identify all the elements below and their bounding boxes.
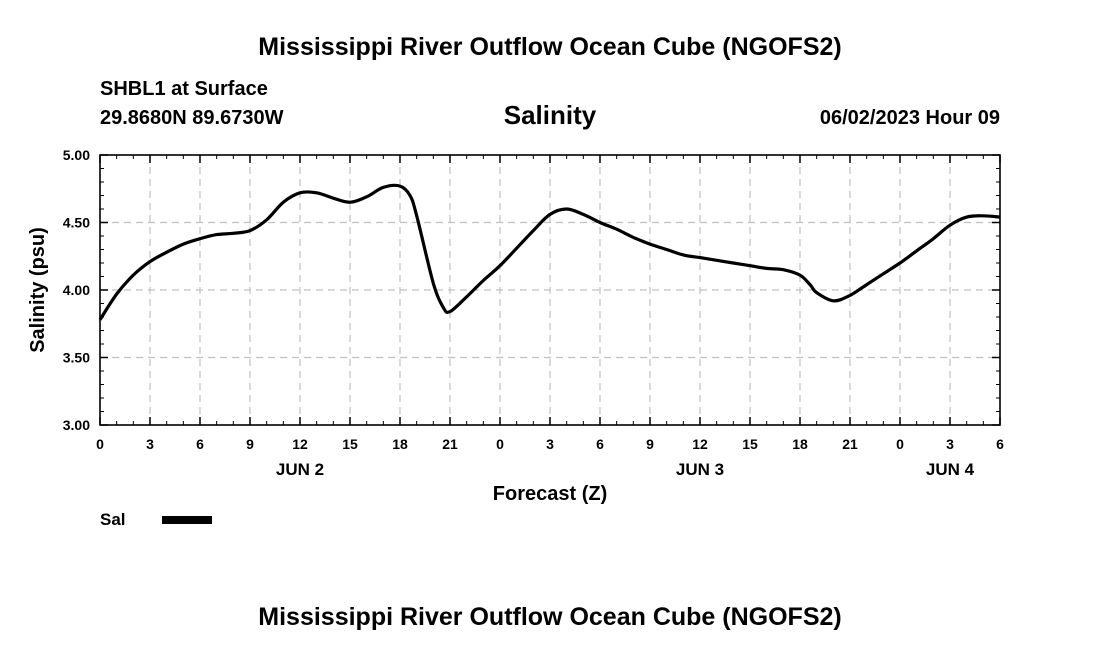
series-line-sal — [98, 183, 1001, 321]
x-tick-label: 15 — [742, 436, 758, 452]
day-label: JUN 4 — [926, 460, 975, 479]
series-lines — [98, 183, 1001, 321]
x-tick-label: 9 — [646, 436, 654, 452]
x-tick-label: 6 — [596, 436, 604, 452]
x-tick-label: 3 — [946, 436, 954, 452]
y-tick-label: 5.00 — [63, 147, 90, 163]
x-tick-label: 0 — [96, 436, 104, 452]
y-tick-label: 4.00 — [63, 282, 90, 298]
x-tick-label: 21 — [842, 436, 858, 452]
x-tick-label: 21 — [442, 436, 458, 452]
plot-frame — [99, 154, 1001, 426]
y-tick-label: 4.50 — [63, 215, 90, 231]
y-tick-label: 3.00 — [63, 417, 90, 433]
x-tick-label: 12 — [692, 436, 708, 452]
forecast-timestamp: 06/02/2023 Hour 09 — [820, 107, 1000, 129]
x-tick-label: 18 — [792, 436, 808, 452]
x-tick-label: 6 — [196, 436, 204, 452]
x-tick-label: 12 — [292, 436, 308, 452]
grid-lines — [100, 155, 1000, 425]
chart-subtitle: Salinity — [504, 100, 597, 130]
y-axis-label: Salinity (psu) — [27, 227, 49, 353]
y-tick-label: 3.50 — [63, 350, 90, 366]
legend-swatch — [162, 516, 212, 524]
x-tick-label: 3 — [146, 436, 154, 452]
x-tick-label: 6 — [996, 436, 1004, 452]
footer-title: Mississippi River Outflow Ocean Cube (NG… — [258, 603, 841, 631]
x-axis-label: Forecast (Z) — [493, 483, 607, 505]
legend-label: Sal — [100, 510, 126, 529]
axes: 0 3 6 9 12 15 18 21 0 3 6 9 12 15 18 21 0 3 6 3.00 3.50 4.00 4… — [63, 147, 1004, 479]
x-tick-label: 15 — [342, 436, 358, 452]
x-tick-label: 9 — [246, 436, 254, 452]
legend: Sal — [100, 510, 212, 529]
day-label: JUN 2 — [276, 460, 324, 479]
day-label: JUN 3 — [676, 460, 724, 479]
station-coords: 29.8680N 89.6730W — [100, 107, 284, 129]
station-name: SHBL1 at Surface — [100, 78, 268, 100]
chart-title: Mississippi River Outflow Ocean Cube (NG… — [258, 33, 841, 61]
x-tick-label: 18 — [392, 436, 408, 452]
x-tick-label: 0 — [896, 436, 904, 452]
x-tick-label: 3 — [546, 436, 554, 452]
x-tick-label: 0 — [496, 436, 504, 452]
